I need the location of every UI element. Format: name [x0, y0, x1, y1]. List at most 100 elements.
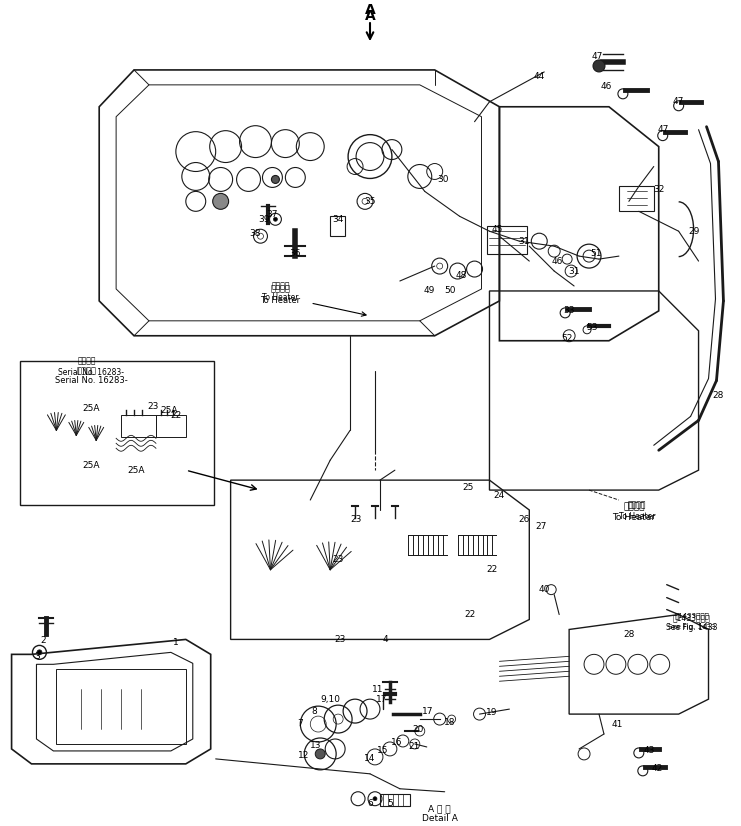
Text: A 詳 図: A 詳 図 — [428, 805, 451, 813]
Text: See Fig. 1433: See Fig. 1433 — [666, 623, 717, 632]
Text: To Heater: To Heater — [262, 293, 299, 302]
Text: 7: 7 — [297, 719, 303, 728]
Text: 22: 22 — [487, 565, 498, 574]
Text: 適用番組: 適用番組 — [76, 366, 96, 375]
Text: 22: 22 — [464, 610, 475, 619]
Text: 47: 47 — [658, 126, 669, 134]
Text: 19: 19 — [485, 708, 497, 717]
Text: 18: 18 — [444, 718, 456, 727]
Text: 4: 4 — [382, 635, 388, 644]
Text: 52: 52 — [562, 335, 573, 344]
Text: 21: 21 — [408, 743, 419, 752]
Text: 適用番組: 適用番組 — [78, 356, 96, 365]
Text: 31: 31 — [568, 267, 580, 276]
Text: 43: 43 — [643, 747, 654, 756]
Text: 34: 34 — [333, 215, 344, 224]
Circle shape — [213, 193, 229, 209]
Text: 6: 6 — [367, 800, 373, 808]
Text: 8: 8 — [311, 706, 317, 715]
Text: 30: 30 — [437, 175, 448, 184]
Text: See Fig. 1433: See Fig. 1433 — [668, 624, 715, 630]
Text: 53: 53 — [586, 323, 598, 332]
Text: 42: 42 — [651, 764, 662, 773]
Text: 37: 37 — [267, 210, 278, 219]
Bar — [380, 794, 410, 805]
Text: 47: 47 — [673, 97, 685, 107]
Text: ヒータへ: ヒータへ — [628, 501, 646, 510]
Text: 25A: 25A — [82, 404, 100, 413]
Text: 5: 5 — [387, 800, 393, 808]
Bar — [19, 361, 213, 505]
Text: 28: 28 — [623, 630, 634, 639]
Text: Detail A: Detail A — [422, 814, 458, 824]
Text: 13: 13 — [310, 742, 321, 751]
Text: A: A — [365, 3, 376, 17]
Text: To Heater: To Heater — [260, 297, 300, 306]
Text: 27: 27 — [536, 522, 547, 531]
Text: Serial No. 16283-: Serial No. 16283- — [59, 368, 124, 377]
Text: 25A: 25A — [127, 466, 144, 475]
Text: ヒータへ: ヒータへ — [271, 282, 290, 291]
Text: 12: 12 — [298, 752, 309, 761]
Text: 25A: 25A — [160, 406, 178, 415]
Bar — [330, 216, 345, 236]
Text: To Heater: To Heater — [612, 514, 655, 523]
Text: 9,10: 9,10 — [320, 695, 340, 704]
Text: 45: 45 — [492, 225, 503, 234]
Text: 29: 29 — [688, 226, 700, 235]
Text: 44: 44 — [534, 73, 545, 82]
Text: 26: 26 — [519, 515, 530, 525]
Text: 28: 28 — [713, 391, 724, 400]
Text: 20: 20 — [412, 724, 423, 733]
Text: 第1433図参照: 第1433図参照 — [674, 612, 709, 619]
Text: 25A: 25A — [82, 461, 100, 470]
Text: 35: 35 — [365, 197, 376, 206]
Text: 49: 49 — [424, 287, 436, 296]
Text: 第1433図参照: 第1433図参照 — [673, 613, 711, 622]
Text: 25: 25 — [462, 482, 473, 491]
Text: 22: 22 — [170, 411, 182, 420]
Text: 24: 24 — [494, 491, 505, 500]
Text: To Heater: To Heater — [619, 512, 655, 521]
Text: 1: 1 — [173, 638, 179, 647]
Text: Serial No. 16283-: Serial No. 16283- — [55, 376, 127, 385]
Text: 40: 40 — [539, 585, 550, 594]
Text: 32: 32 — [653, 185, 665, 194]
Text: A: A — [365, 9, 376, 23]
Text: 23: 23 — [350, 515, 362, 525]
Text: 46: 46 — [600, 83, 611, 92]
Text: 51: 51 — [591, 249, 602, 258]
Text: 46: 46 — [551, 257, 563, 266]
Text: 23: 23 — [334, 635, 346, 644]
Text: 47: 47 — [591, 53, 602, 61]
Text: 38: 38 — [250, 229, 262, 238]
Text: 15: 15 — [377, 747, 389, 756]
Text: 41: 41 — [611, 719, 622, 729]
Circle shape — [593, 60, 605, 72]
Text: ヒータへ: ヒータへ — [623, 502, 645, 511]
Text: 31: 31 — [519, 237, 530, 245]
Text: 2: 2 — [41, 636, 46, 645]
Bar — [56, 669, 186, 744]
Bar — [156, 415, 186, 437]
Text: 16: 16 — [391, 738, 402, 748]
Text: 39: 39 — [259, 215, 270, 224]
Text: ヒータへ: ヒータへ — [270, 284, 290, 293]
Text: 23: 23 — [333, 555, 344, 564]
Text: 17: 17 — [422, 706, 433, 715]
Text: 14: 14 — [365, 754, 376, 763]
Circle shape — [373, 797, 377, 800]
Text: 11: 11 — [372, 685, 384, 694]
Text: 48: 48 — [456, 271, 468, 279]
Bar — [488, 226, 528, 254]
Circle shape — [315, 749, 325, 759]
Text: 17: 17 — [376, 695, 388, 704]
Text: 23: 23 — [147, 402, 159, 411]
Circle shape — [37, 650, 42, 655]
Text: 33: 33 — [563, 306, 575, 316]
Text: 36: 36 — [290, 249, 301, 258]
Bar — [619, 187, 654, 211]
Bar — [121, 415, 156, 437]
Text: 3: 3 — [35, 652, 40, 661]
Circle shape — [271, 175, 279, 183]
